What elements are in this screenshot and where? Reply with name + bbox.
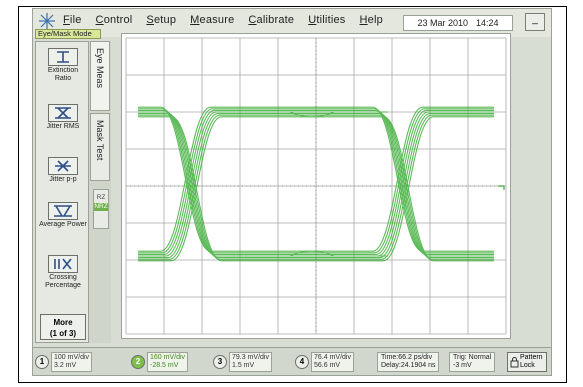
pattern-lock-button[interactable]: Pattern Lock [507, 352, 547, 372]
eye-trace [138, 111, 494, 257]
average-power-label: Average Power [39, 221, 87, 228]
extinction-ratio-icon [48, 48, 78, 66]
nrz-option[interactable]: NRZ [94, 203, 108, 211]
channel-3-button[interactable]: 3 79.3 mV/div 1.5 mV [213, 352, 272, 372]
menu-help[interactable]: Help [359, 14, 383, 26]
channel-4-scale: 76.4 mV/div [314, 354, 351, 361]
channel-1-button[interactable]: 1 100 mV/div 3.2 mV [35, 352, 93, 372]
timebase-delay: Delay:24.1904 ns [381, 362, 436, 369]
menu-measure[interactable]: Measure [190, 14, 235, 26]
eye-diagram-display [121, 33, 511, 339]
average-power-button[interactable]: Average Power [39, 202, 87, 229]
channel-3-offset: 1.5 mV [232, 362, 255, 369]
channel-1-offset: 3.2 mV [54, 362, 77, 369]
rz-nrz-selector[interactable]: RZ NRZ [93, 189, 109, 229]
jitter-rms-icon [48, 104, 78, 122]
channel-3-settings: 79.3 mV/div 1.5 mV [229, 352, 272, 372]
eye-trace [138, 106, 494, 252]
jitter-pp-icon [48, 157, 78, 175]
timebase-button[interactable]: Time:66.2 ps/div Delay:24.1904 ns [377, 352, 440, 372]
channel-3-scale: 79.3 mV/div [232, 354, 269, 361]
date-text: 23 Mar 2010 [417, 18, 468, 28]
menu-calibrate[interactable]: Calibrate [248, 14, 295, 26]
trigger-button[interactable]: Trig: Normal -3 mV [449, 352, 496, 372]
eye-trace [138, 111, 494, 257]
pattern-lock-line1: Pattern [520, 354, 543, 361]
eye-trace [138, 113, 494, 259]
menu: File Control Setup Measure Calibrate Uti… [63, 14, 397, 26]
channel-1-number: 1 [35, 355, 49, 369]
menu-control[interactable]: Control [95, 14, 133, 26]
channel-4-offset: 56.6 mV [314, 362, 341, 369]
eye-trace [236, 250, 388, 257]
oscilloscope-window: File Control Setup Measure Calibrate Uti… [32, 8, 552, 376]
timebase-scale: Time:66.2 ps/div [381, 354, 433, 361]
status-bar: 1 100 mV/div 3.2 mV 2 160 mV/div -28.5 m… [33, 347, 551, 375]
trigger-level-marker-icon [498, 185, 505, 190]
channel-2-number: 2 [131, 355, 145, 369]
channel-2-scale: 160 mV/div [150, 354, 186, 361]
menu-file[interactable]: File [63, 14, 82, 26]
eye-trace [138, 116, 494, 262]
rz-option[interactable]: RZ [96, 194, 106, 201]
extinction-ratio-button[interactable]: Extinction Ratio [39, 48, 87, 83]
agilent-logo-icon [39, 13, 55, 29]
channel-3-number: 3 [213, 355, 227, 369]
eye-trace [138, 106, 494, 252]
eye-trace [138, 109, 494, 255]
channel-1-settings: 100 mV/div 3.2 mV [51, 352, 93, 372]
jitter-rms-button[interactable]: Jitter RMS [39, 104, 87, 131]
time-text: 14:24 [476, 18, 499, 28]
trigger-level: -3 mV [453, 362, 472, 369]
channel-2-offset: -28.5 mV [150, 362, 179, 369]
tab-mask-test[interactable]: Mask Test [90, 113, 110, 181]
pattern-lock-line2: Lock [520, 362, 535, 369]
crossing-percentage-icon [48, 255, 78, 273]
crossing-percentage-label: Crossing Percentage [45, 274, 81, 289]
jitter-pp-button[interactable]: Jitter p-p [39, 157, 87, 184]
channel-4-button[interactable]: 4 76.4 mV/div 56.6 mV [295, 352, 354, 372]
channel-4-number: 4 [295, 355, 309, 369]
eye-trace [138, 116, 494, 262]
channel-4-settings: 76.4 mV/div 56.6 mV [311, 352, 354, 372]
channel-1-scale: 100 mV/div [54, 354, 90, 361]
more-button[interactable]: More (1 of 3) [40, 314, 86, 340]
mode-badge: Eye/Mask Mode [35, 29, 101, 39]
minimize-button[interactable]: _ [525, 13, 545, 31]
jitter-pp-label: Jitter p-p [49, 176, 77, 183]
eye-diagram-graticule [125, 37, 507, 335]
eye-trace [138, 113, 494, 259]
average-power-icon [48, 202, 78, 220]
eye-trace [138, 114, 494, 260]
channel-2-button[interactable]: 2 160 mV/div -28.5 mV [131, 352, 189, 372]
jitter-rms-label: Jitter RMS [46, 123, 80, 130]
channel-2-settings: 160 mV/div -28.5 mV [147, 352, 189, 372]
menu-setup[interactable]: Setup [146, 14, 177, 26]
crossing-percentage-button[interactable]: Crossing Percentage [39, 255, 87, 290]
eye-trace [138, 108, 494, 254]
more-label: More [53, 318, 73, 327]
tab-eye-meas[interactable]: Eye Meas [90, 41, 110, 111]
menu-utilities[interactable]: Utilities [308, 14, 346, 26]
measurement-toolbar: Extinction Ratio Jitter RMS Jitter p-p A… [35, 41, 89, 343]
eye-trace [236, 111, 388, 118]
extinction-ratio-label: Extinction Ratio [47, 67, 79, 82]
eye-trace [138, 108, 494, 254]
more-page-indicator: (1 of 3) [49, 329, 77, 338]
trigger-mode: Trig: Normal [453, 354, 492, 361]
left-panel: Extinction Ratio Jitter RMS Jitter p-p A… [35, 41, 111, 343]
pattern-lock-icon [510, 357, 519, 368]
menu-bar: File Control Setup Measure Calibrate Uti… [33, 9, 551, 37]
date-time-display: 23 Mar 2010 14:24 [403, 15, 513, 31]
